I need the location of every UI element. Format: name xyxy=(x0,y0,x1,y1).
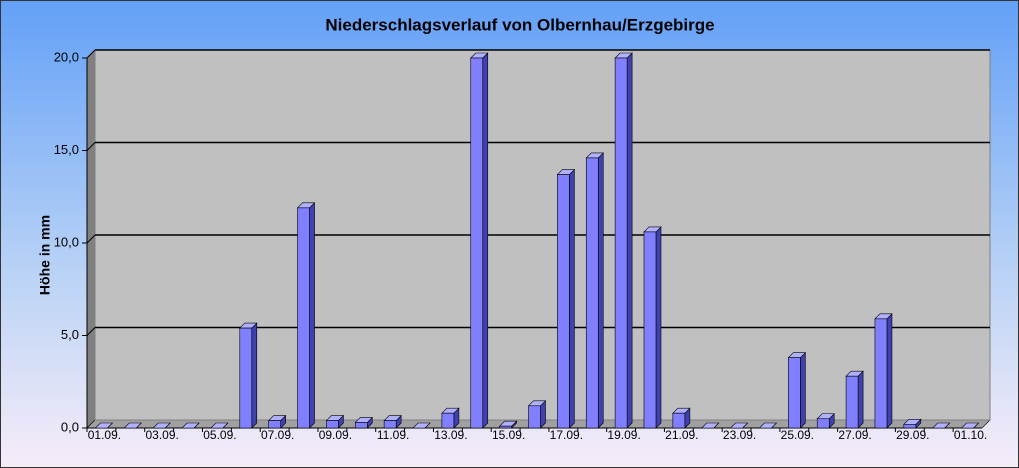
bar-side xyxy=(309,202,315,429)
y-axis-label: Höhe in mm xyxy=(37,215,53,295)
y-tick-label: 20,0 xyxy=(54,49,79,64)
bar xyxy=(788,357,801,429)
x-tick-label: 09.09. xyxy=(319,428,352,442)
chart-title: Niederschlagsverlauf von Olbernhau/Erzge… xyxy=(325,15,714,34)
x-tick-label: 07.09. xyxy=(261,428,294,442)
x-tick-label: 29.09. xyxy=(896,428,929,442)
bar-top xyxy=(758,422,778,429)
bar-side xyxy=(597,152,604,429)
bar xyxy=(585,157,599,429)
bar xyxy=(383,420,397,429)
bar xyxy=(528,405,541,429)
x-tick-label: 25.09. xyxy=(781,428,814,442)
bar-top xyxy=(210,422,229,429)
bar-side xyxy=(482,52,489,429)
bar-top xyxy=(729,422,749,429)
grid-line-side xyxy=(86,234,96,244)
bar-top xyxy=(181,422,200,429)
bar-side xyxy=(569,168,575,429)
bar xyxy=(672,412,686,429)
x-tick-label: 23.09. xyxy=(723,428,756,442)
bar-top xyxy=(960,422,980,429)
y-tick-label: 15,0 xyxy=(54,142,79,157)
bar-top xyxy=(931,422,951,429)
y-tick-label: 5,0 xyxy=(61,327,79,342)
bar-side xyxy=(251,322,258,429)
bar xyxy=(614,57,628,429)
bar-side xyxy=(626,52,633,429)
bar-top xyxy=(123,422,143,429)
x-tick-label: 19.09. xyxy=(607,428,640,442)
bar xyxy=(326,420,339,429)
bar xyxy=(903,423,917,429)
x-tick-label: 03.09. xyxy=(145,428,178,442)
bar-side xyxy=(857,370,864,429)
bar xyxy=(441,412,455,429)
x-tick-label: 17.09. xyxy=(550,428,583,442)
x-tick-label: 21.09. xyxy=(665,428,698,442)
x-tick-label: 11.09. xyxy=(377,428,409,442)
bar xyxy=(268,420,281,429)
bar-top xyxy=(412,422,431,429)
x-tick-label: 05.09. xyxy=(203,428,236,442)
bar-top xyxy=(152,422,171,429)
bar xyxy=(499,425,512,429)
bar xyxy=(354,422,368,429)
bar xyxy=(239,327,253,429)
grid-line-side xyxy=(86,142,96,151)
bar-top xyxy=(94,422,114,429)
bar xyxy=(297,207,310,429)
x-tick-label: 15.09. xyxy=(492,428,525,442)
x-tick-label: 01.10. xyxy=(954,428,987,442)
bar xyxy=(874,318,888,429)
y-tick-label: 0,0 xyxy=(61,419,79,434)
bar-top xyxy=(701,422,720,429)
y-tick-label: 10,0 xyxy=(54,234,79,249)
x-tick-label: 01.09. xyxy=(88,428,121,442)
x-tick-label: 13.09. xyxy=(434,428,467,442)
bar xyxy=(845,375,859,429)
x-tick-label: 27.09. xyxy=(838,428,871,442)
bar xyxy=(557,174,570,429)
bar-side xyxy=(655,226,662,429)
grid-line-side xyxy=(86,49,96,59)
bar xyxy=(816,418,830,429)
bar-side xyxy=(886,313,893,429)
bar-side xyxy=(800,351,806,429)
bar xyxy=(643,231,657,429)
bar xyxy=(470,57,484,429)
grid-line-side xyxy=(86,327,96,336)
